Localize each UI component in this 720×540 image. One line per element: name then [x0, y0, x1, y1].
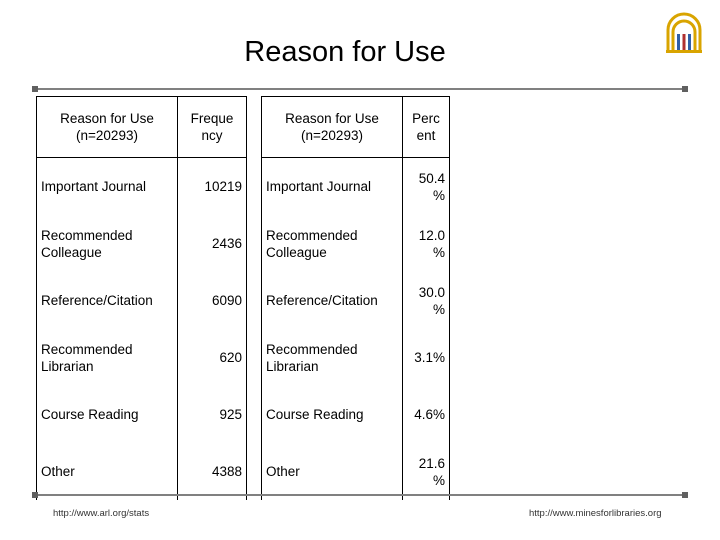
cell-reason-b: Important Journal — [261, 158, 403, 215]
cell-frequency: 10219 — [178, 158, 247, 215]
header-reason-b: Reason for Use (n=20293) — [261, 96, 403, 158]
bottom-divider — [36, 494, 684, 496]
cell-percent: 30.0 % — [403, 272, 450, 329]
header-reason-a: Reason for Use (n=20293) — [36, 96, 178, 158]
top-divider — [36, 88, 684, 90]
header-frequency: Freque ncy — [178, 96, 247, 158]
cell-frequency: 6090 — [178, 272, 247, 329]
header-percent: Perc ent — [403, 96, 450, 158]
cell-reason-a: Course Reading — [36, 386, 178, 443]
top-right-dot — [682, 86, 688, 92]
arl-logo-icon — [666, 12, 702, 53]
cell-frequency: 2436 — [178, 215, 247, 272]
cell-percent: 50.4 % — [403, 158, 450, 215]
cell-frequency: 925 — [178, 386, 247, 443]
cell-reason-b: Course Reading — [261, 386, 403, 443]
cell-percent: 4.6% — [403, 386, 450, 443]
table-row: Important Journal 10219 Important Journa… — [36, 158, 450, 215]
reason-table-container: Reason for Use (n=20293) Freque ncy Reas… — [36, 96, 466, 500]
cell-reason-a: Reference/Citation — [36, 272, 178, 329]
cell-reason-b: Other — [261, 443, 403, 500]
cell-reason-b: Recommended Colleague — [261, 215, 403, 272]
table-header-row: Reason for Use (n=20293) Freque ncy Reas… — [36, 96, 450, 158]
table-row: Reference/Citation 6090 Reference/Citati… — [36, 272, 450, 329]
table-row: Recommended Colleague 2436 Recommended C… — [36, 215, 450, 272]
footer-right-url[interactable]: http://www.minesforlibraries.org — [529, 508, 662, 519]
cell-percent: 21.6 % — [403, 443, 450, 500]
cell-reason-a: Important Journal — [36, 158, 178, 215]
cell-reason-a: Other — [36, 443, 178, 500]
bottom-right-dot — [682, 492, 688, 498]
bottom-left-dot — [32, 492, 38, 498]
table-row: Recommended Librarian 620 Recommended Li… — [36, 329, 450, 386]
reason-for-use-table: Reason for Use (n=20293) Freque ncy Reas… — [36, 96, 450, 500]
table-row: Other 4388 Other 21.6 % — [36, 443, 450, 500]
slide-title: Reason for Use — [244, 36, 446, 68]
cell-reason-a: Recommended Colleague — [36, 215, 178, 272]
cell-reason-b: Recommended Librarian — [261, 329, 403, 386]
cell-reason-a: Recommended Librarian — [36, 329, 178, 386]
cell-reason-b: Reference/Citation — [261, 272, 403, 329]
footer-left-url[interactable]: http://www.arl.org/stats — [53, 508, 150, 519]
cell-percent: 12.0 % — [403, 215, 450, 272]
cell-frequency: 620 — [178, 329, 247, 386]
cell-frequency: 4388 — [178, 443, 247, 500]
cell-percent: 3.1% — [403, 329, 450, 386]
table-row: Course Reading 925 Course Reading 4.6% — [36, 386, 450, 443]
top-left-dot — [32, 86, 38, 92]
